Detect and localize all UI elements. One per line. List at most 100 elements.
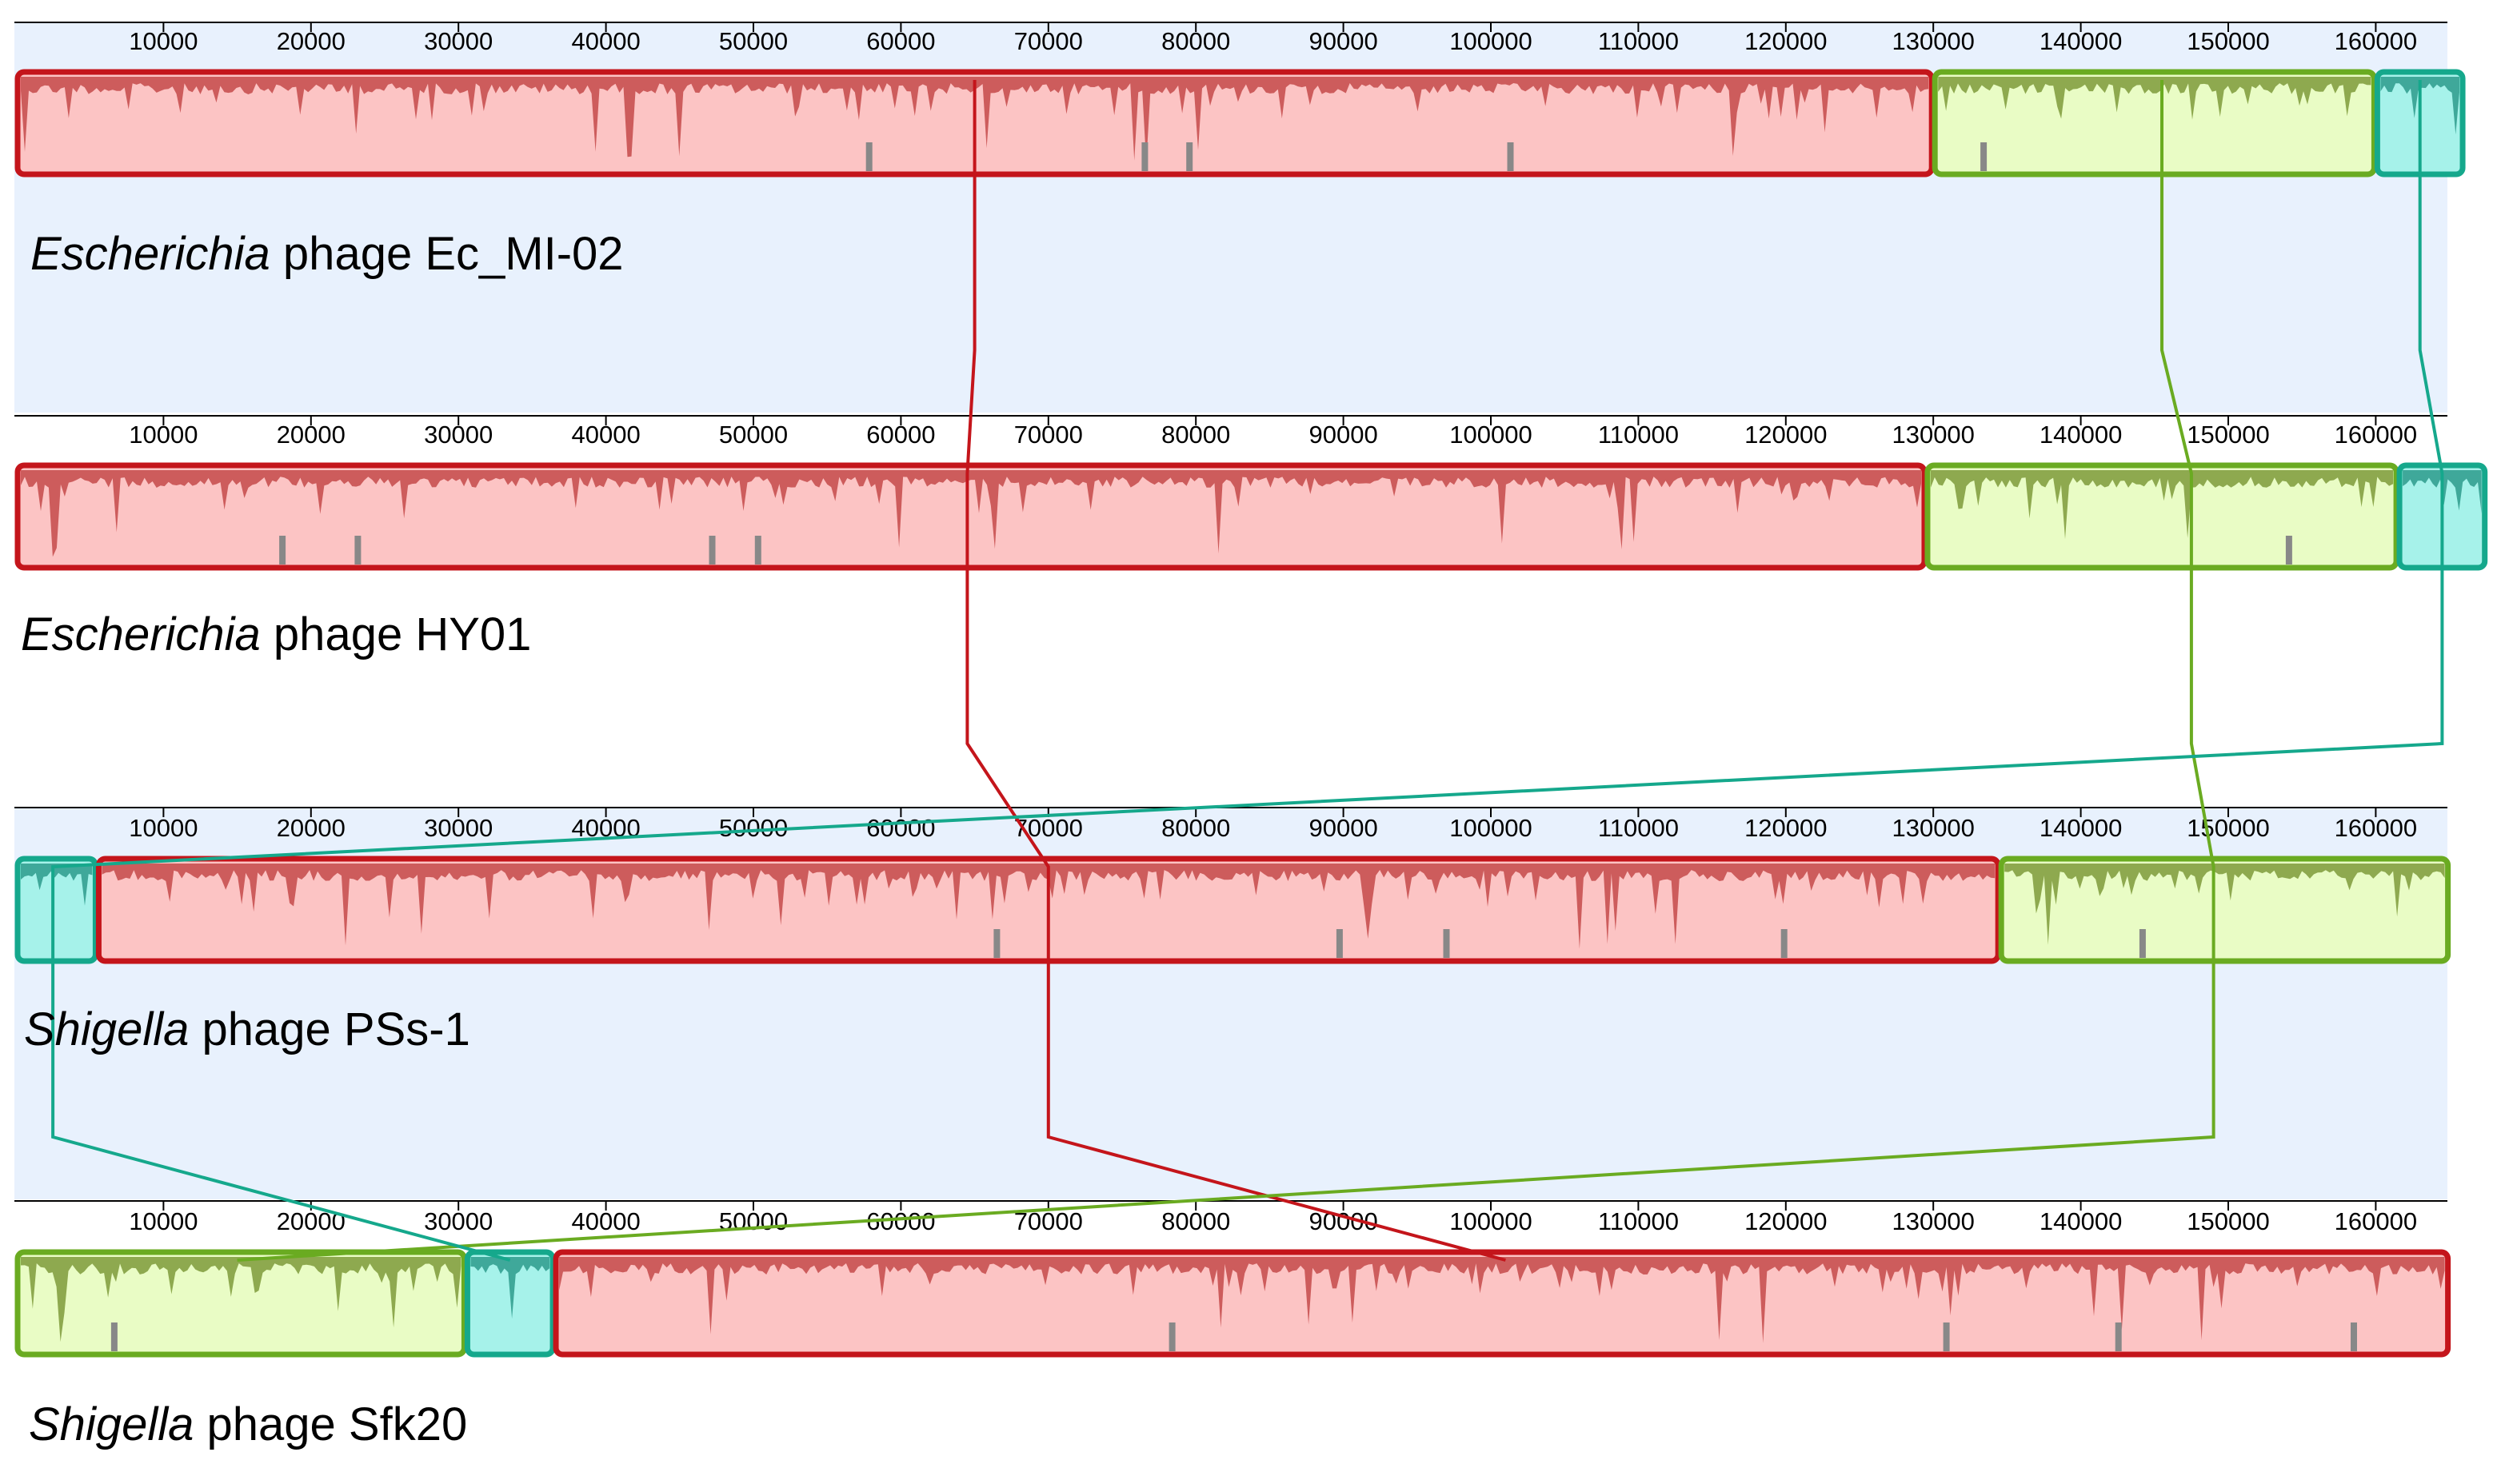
ruler-tick-label: 100000: [1449, 27, 1532, 55]
genome-name: phage Ec_MI-02: [270, 228, 624, 280]
genome-genus: Escherichia: [21, 608, 261, 660]
ruler-tick-label: 20000: [277, 27, 346, 55]
block-fill: [18, 859, 96, 961]
block-fill: [1927, 465, 2397, 568]
ruler-tick-label: 130000: [1892, 814, 1974, 842]
ruler-tick-label: 150000: [2187, 814, 2269, 842]
genome-genus: Shigella: [29, 1398, 194, 1450]
ruler-tick-label: 90000: [1308, 421, 1377, 449]
block-border: [1932, 69, 2377, 178]
gap-marker: [1780, 929, 1788, 958]
ruler-tick-label: 30000: [424, 1207, 493, 1235]
ruler-tick-label: 160000: [2335, 814, 2417, 842]
genome-name: phage PSs-1: [189, 1003, 470, 1055]
ruler-tick-label: 70000: [1014, 421, 1083, 449]
similarity-profile: [1938, 77, 2371, 120]
ruler-tick-label: 80000: [1161, 27, 1230, 55]
ruler-tick-label: 140000: [2040, 421, 2122, 449]
gap-marker: [1141, 142, 1149, 171]
gap-marker: [2351, 1322, 2357, 1351]
ruler-tick-label: 110000: [1598, 1207, 1679, 1235]
gap-marker: [354, 536, 362, 564]
block-border: [14, 1249, 467, 1358]
genome-label-ec-mi-02: Escherichia phage Ec_MI-02: [30, 227, 624, 281]
ruler-tick-label: 90000: [1308, 27, 1377, 55]
gap-marker: [1507, 142, 1514, 171]
gap-marker: [2285, 536, 2292, 564]
genome-label-sfk20: Shigella phage Sfk20: [29, 1398, 467, 1451]
gap-marker: [865, 142, 873, 171]
ruler-tick-label: 120000: [1744, 27, 1827, 55]
ruler-tick-label: 110000: [1598, 421, 1679, 449]
teal-lcb-block: [14, 856, 98, 964]
ruler-tick-label: 90000: [1308, 814, 1377, 842]
green-lcb-block: [1932, 69, 2377, 178]
similarity-profile: [559, 1257, 2445, 1343]
block-border: [14, 462, 1928, 571]
genome-track: 10000 20000 30000 40000 50000 60000 70000 80000…: [14, 415, 2488, 571]
genome-genus: Shigella: [24, 1003, 190, 1055]
ruler-tick-label: 110000: [1598, 814, 1679, 842]
gap-marker: [2115, 1322, 2122, 1351]
teal-block-connector: [51, 80, 2444, 1262]
ruler-tick-label: 140000: [2040, 814, 2122, 842]
ruler-tick-label: 140000: [2040, 1207, 2122, 1235]
genome-name: phage HY01: [260, 608, 532, 660]
similarity-profile: [470, 1257, 550, 1319]
gap-marker: [1443, 929, 1450, 958]
ruler-tick-label: 50000: [719, 27, 788, 55]
ruler-tick-label: 70000: [1014, 27, 1083, 55]
ruler-tick-label: 100000: [1449, 814, 1532, 842]
ruler-tick-label: 30000: [424, 421, 493, 449]
similarity-profile: [2004, 864, 2445, 945]
block-fill: [1935, 72, 2375, 174]
ruler-tick-label: 10000: [129, 1207, 198, 1235]
ruler-tick-label: 50000: [719, 421, 788, 449]
ruler-tick-label: 30000: [424, 814, 493, 842]
ruler-tick-label: 160000: [2335, 1207, 2417, 1235]
ruler-tick-label: 80000: [1161, 814, 1230, 842]
gap-marker: [709, 536, 716, 564]
genome-track: 10000 20000 30000 40000 50000 60000 70000 80000…: [14, 22, 2466, 413]
ruler-tick-label: 20000: [277, 814, 346, 842]
genome-label-hy01: Escherichia phage HY01: [21, 608, 531, 661]
ruler-tick-label: 130000: [1892, 421, 1974, 449]
gap-marker: [1336, 929, 1343, 958]
gap-marker: [993, 929, 1001, 958]
gap-marker: [1169, 1322, 1176, 1351]
ruler-tick-label: 80000: [1161, 421, 1230, 449]
red-lcb-block: [553, 1249, 2451, 1358]
ruler-tick-label: 120000: [1744, 1207, 1827, 1235]
similarity-profile: [102, 864, 1996, 949]
ruler-tick-label: 130000: [1892, 1207, 1974, 1235]
similarity-profile: [1930, 470, 2394, 540]
genome-genus: Escherichia: [30, 228, 270, 280]
block-border: [1998, 856, 2451, 964]
ruler-tick-label: 30000: [424, 27, 493, 55]
ruler-tick-label: 40000: [571, 421, 640, 449]
ruler-tick-label: 60000: [866, 814, 935, 842]
ruler-tick-label: 100000: [1449, 421, 1532, 449]
gap-marker: [1943, 1322, 1950, 1351]
green-lcb-block: [14, 1249, 467, 1358]
block-border: [14, 856, 98, 964]
ruler-tick-label: 120000: [1744, 421, 1827, 449]
ruler-tick-label: 70000: [1014, 814, 1083, 842]
gap-marker: [279, 536, 286, 564]
genome-label-pss-1: Shigella phage PSs-1: [24, 1003, 470, 1056]
red-block-connector: [965, 80, 1506, 1262]
ruler-tick-label: 80000: [1161, 1207, 1230, 1235]
block-fill: [467, 1252, 553, 1354]
ruler-tick-label: 10000: [129, 27, 198, 55]
similarity-profile: [21, 864, 93, 906]
ruler-tick-label: 40000: [571, 27, 640, 55]
block-fill: [556, 1252, 2448, 1354]
genome-track: 10000 20000 30000 40000 50000 60000 70000 80000…: [14, 1200, 2451, 1358]
gap-marker: [110, 1322, 118, 1351]
ruler-tick-label: 60000: [866, 421, 935, 449]
ruler-tick-label: 150000: [2187, 421, 2269, 449]
ruler-tick-label: 40000: [571, 1207, 640, 1235]
ruler-tick-label: 10000: [129, 421, 198, 449]
